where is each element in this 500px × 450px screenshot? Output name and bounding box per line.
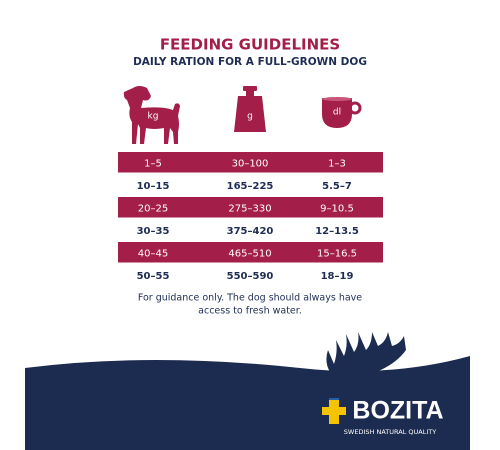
cell: 20–25 [138,203,168,214]
note-line: access to fresh water. [198,306,302,317]
flag [322,398,346,424]
cell: 10–15 [137,181,170,192]
antler [326,332,406,378]
cell: 165–225 [227,181,274,192]
column-label: g [247,112,253,122]
cell: 275–330 [228,203,271,214]
row-band [118,197,383,218]
weight-icon [234,86,266,132]
cell: 1–3 [328,158,346,169]
cell: 15–16.5 [317,248,357,259]
cell: 30–100 [232,158,269,169]
column-label: dl [333,108,341,118]
note-line: For guidance only. The dog should always… [138,293,362,304]
cell: 1–5 [144,158,162,169]
cell: 12–13.5 [315,226,359,237]
cell: 550–590 [227,271,274,282]
cup-icon [322,97,362,128]
cell: 375–420 [227,226,274,237]
title: FEEDING GUIDELINES [160,36,340,54]
cell: 40–45 [138,248,168,259]
row-band [118,152,383,173]
subtitle: DAILY RATION FOR A FULL-GROWN DOG [133,56,367,68]
cell: 9–10.5 [320,203,354,214]
dog-icon [123,86,180,144]
row-band [118,242,383,263]
cell: 50–55 [137,271,170,282]
wave [25,356,470,450]
cell: 5.5–7 [322,181,352,192]
table: 1–5 30–100 1–3 10–15 165–225 5.5–7 20–25 275–33… [118,152,383,282]
logo-tagline: SWEDISH NATURAL QUALITY [344,428,436,436]
cell: 465–510 [228,248,271,259]
cell: 18–19 [321,271,354,282]
column-label: kg [148,112,159,122]
logo-name: BOZITA [352,397,443,425]
cell: 30–35 [137,226,170,237]
